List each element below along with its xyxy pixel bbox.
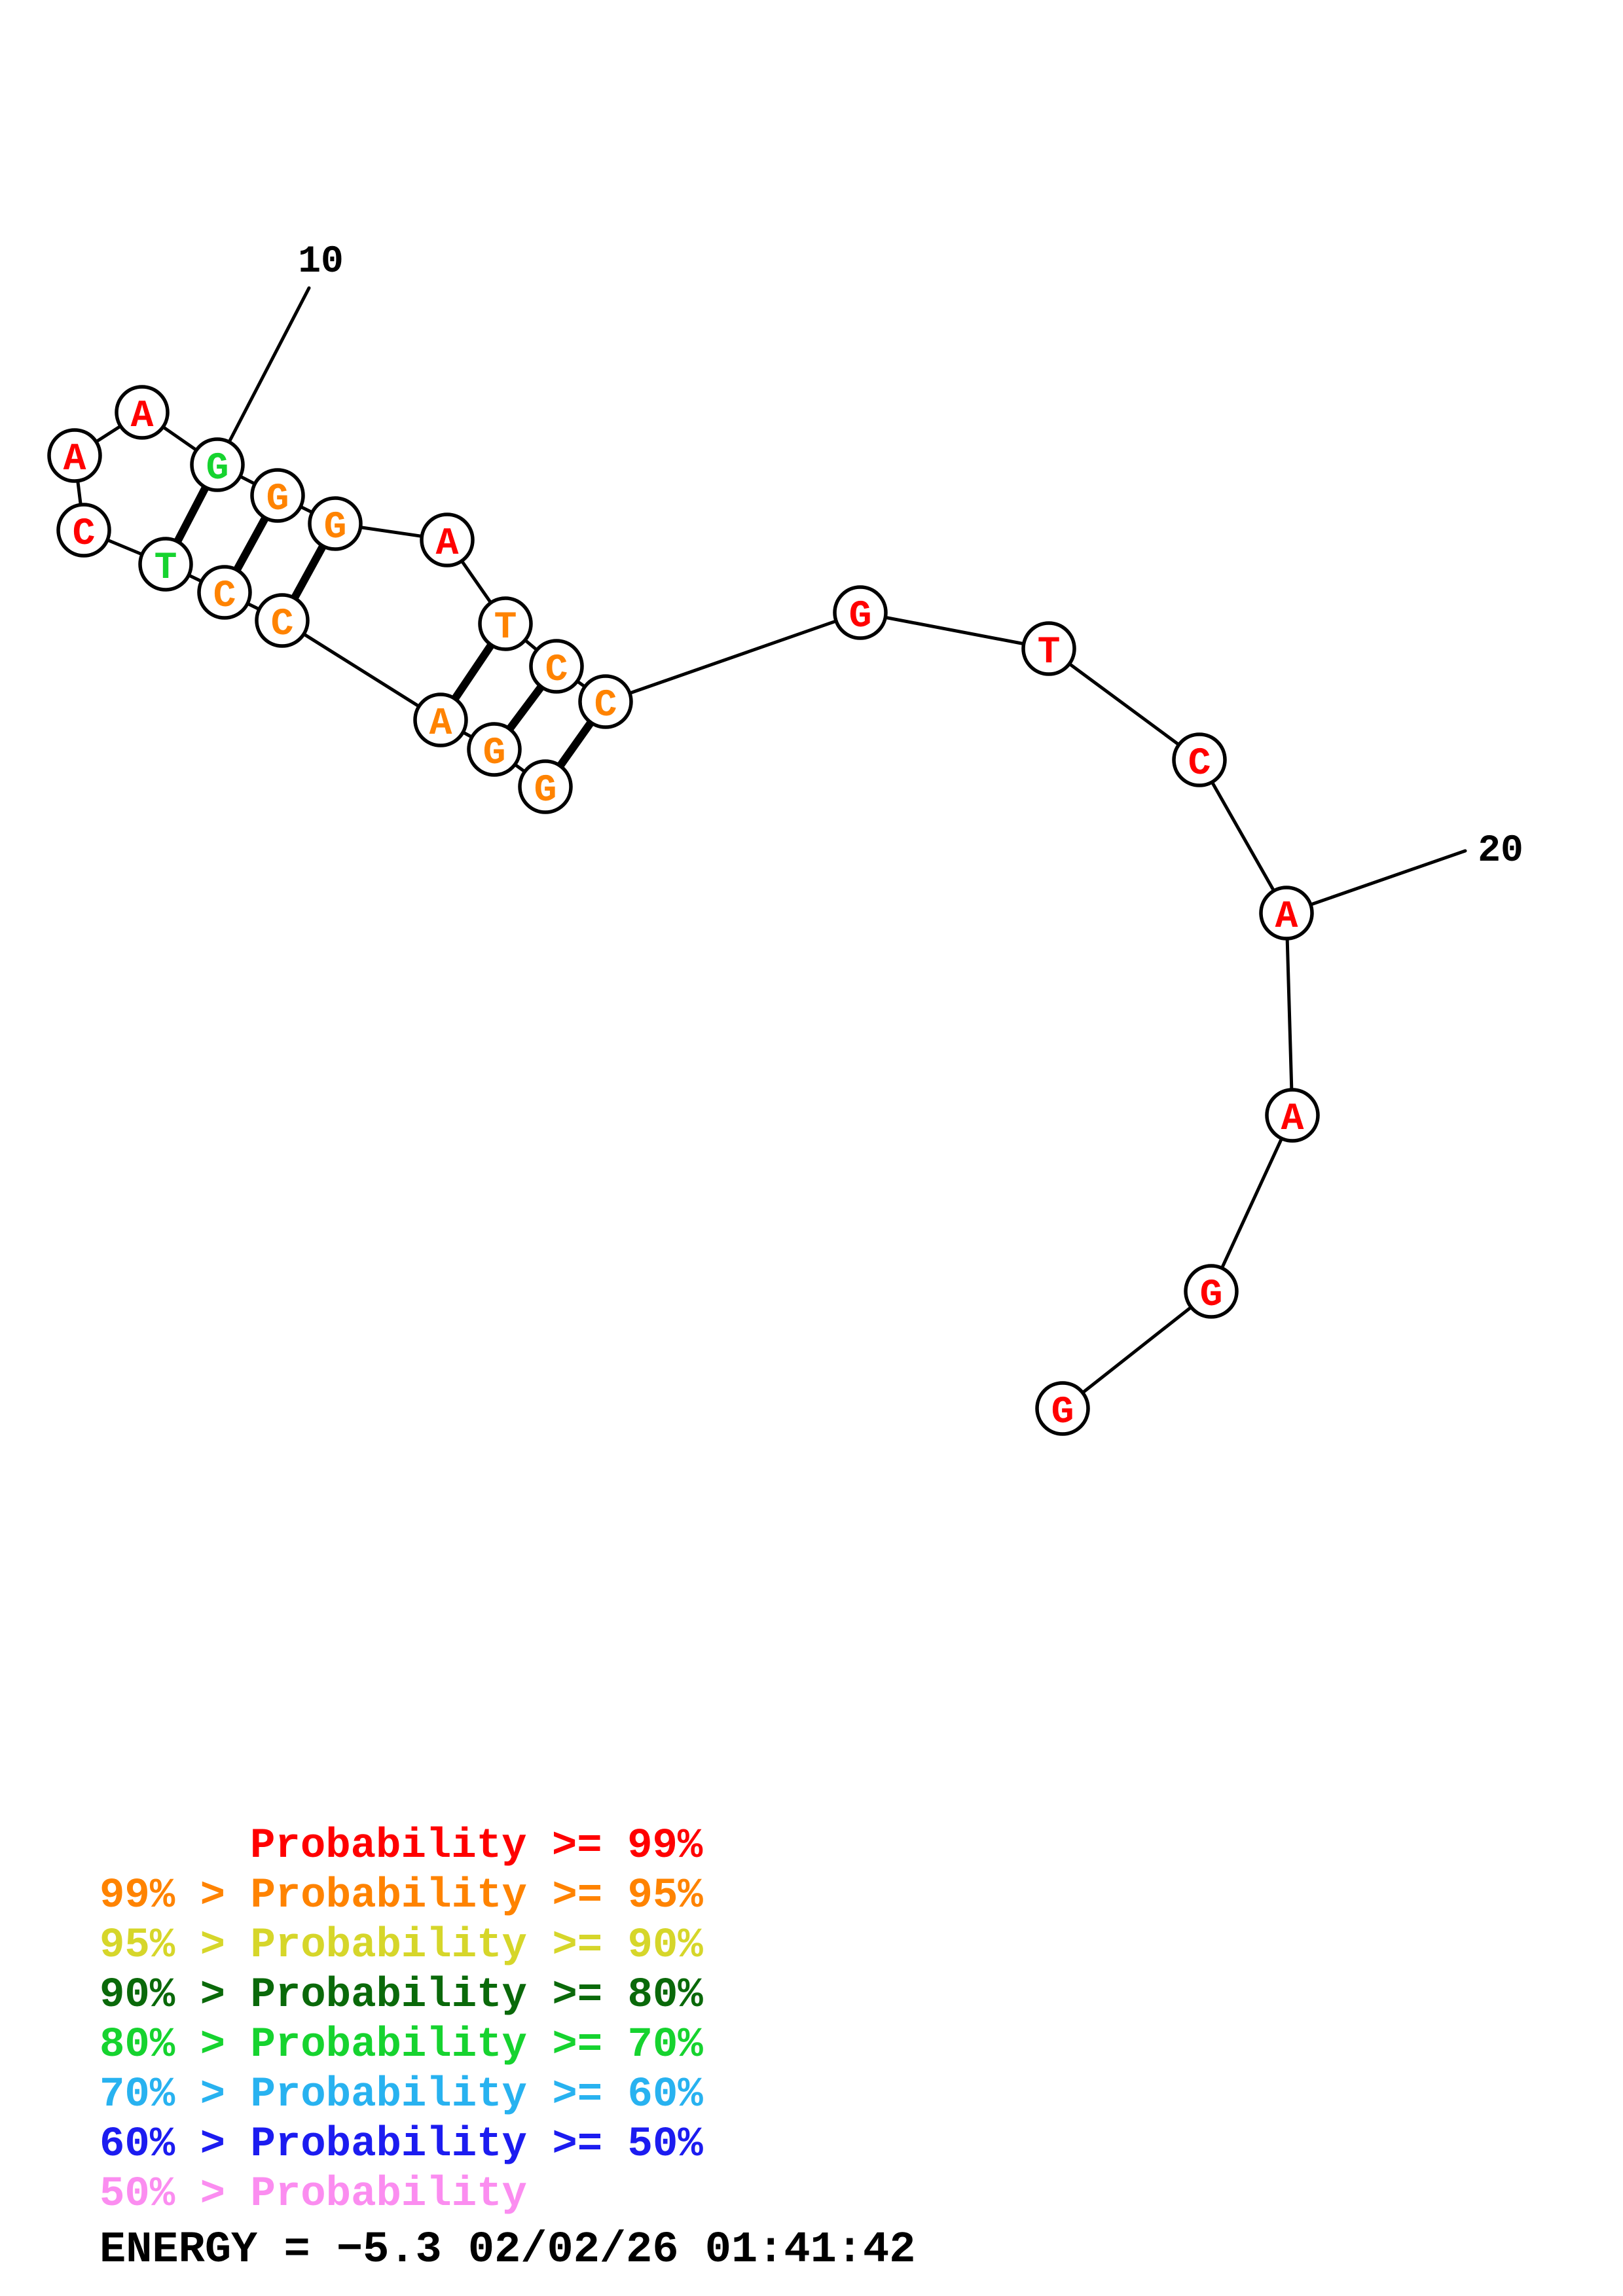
nucleotide-base-21: A [1281,1098,1304,1141]
backbone-bond-20-21 [1285,911,1294,1117]
nucleotide-node-19: C [1172,732,1227,787]
nucleotide-base-18: T [1038,632,1061,674]
nucleotide-base-9: A [131,395,154,438]
backbone-bond-19-20 [1197,758,1288,915]
nucleotide-node-20: A [1259,886,1314,941]
nucleotide-circle-21 [1265,1088,1320,1143]
nucleotide-node-22: G [1184,1264,1239,1319]
position-labels: 10 20 [298,241,1523,872]
nucleotide-circle-7 [56,503,111,558]
nucleotide-circle-11 [250,468,305,523]
nucleotide-node-10: G [190,437,245,492]
nucleotide-node-8: A [47,428,102,483]
nucleotide-node-17: G [833,585,888,640]
position-label-10: 10 [298,241,344,283]
nucleotide-node-1: G [518,759,573,814]
tick-line-20 [1285,849,1467,915]
nucleotide-circle-19 [1172,732,1227,787]
nucleotide-node-6: T [138,537,193,592]
legend-row-p99: Probability >= 99% [250,1823,703,1870]
nucleotide-base-19: C [1188,743,1211,785]
nucleotide-circle-10 [190,437,245,492]
legend-row-lt50: 50% > Probability [100,2171,527,2218]
nucleotide-base-17: G [849,596,872,638]
nucleotide-base-11: G [266,478,289,521]
nucleotide-node-2: G [467,722,522,777]
nucleotide-circle-17 [833,585,888,640]
nucleotide-base-10: G [206,448,229,490]
backbone-bond-16-17 [604,611,862,704]
legend-row-p50: 60% > Probability >= 50% [100,2121,703,2168]
nucleotide-circle-23 [1035,1381,1090,1436]
nucleotide-node-4: C [255,593,310,648]
tick-line-10 [215,286,311,467]
nucleotide-node-9: A [115,385,170,440]
nucleotide-base-4: C [271,603,294,646]
nucleotide-base-14: T [494,607,517,649]
nucleotide-node-5: C [197,565,252,620]
basepair-bonds [162,463,609,789]
nucleotide-base-20: A [1275,896,1298,939]
nucleotide-node-15: C [529,639,584,694]
nucleotide-node-11: G [250,468,305,523]
nucleotide-base-13: A [436,523,459,565]
nucleotide-circle-15 [529,639,584,694]
position-tick-lines [215,286,1467,915]
nucleotide-circle-3 [413,692,468,747]
nucleotide-circle-9 [115,385,170,440]
nucleotide-circle-1 [518,759,573,814]
backbone-bond-22-23 [1061,1289,1213,1410]
nucleotide-circle-13 [420,512,475,567]
nucleotide-circle-20 [1259,886,1314,941]
backbone-bonds [73,410,1294,1410]
nucleotide-node-3: A [413,692,468,747]
nucleotide-base-15: C [545,649,568,692]
legend-row-p80: 90% > Probability >= 80% [100,1972,703,2019]
nucleotide-circle-12 [308,496,363,551]
nucleotide-base-23: G [1051,1391,1074,1434]
nucleotide-base-7: C [73,513,96,556]
nucleotide-node-18: T [1021,621,1076,676]
nucleotide-node-16: C [578,674,633,729]
nucleotide-circle-4 [255,593,310,648]
backbone-bond-3-4 [280,619,443,722]
nucleotide-base-5: C [213,575,236,618]
nucleotide-circle-14 [478,596,533,651]
legend-row-p95: 99% > Probability >= 95% [100,1873,703,1920]
nucleotide-base-12: G [324,507,347,549]
nucleotide-base-2: G [483,732,506,775]
legend-row-p90: 95% > Probability >= 90% [100,1922,703,1969]
nucleotide-base-1: G [534,770,557,812]
nucleotide-base-6: T [155,547,177,590]
nucleotide-base-16: C [594,685,617,727]
probability-legend: Probability >= 99% 99% > Probability >= … [100,1823,703,2218]
nucleotide-circle-8 [47,428,102,483]
backbone-bond-18-19 [1047,647,1201,762]
nucleotide-circle-16 [578,674,633,729]
legend-row-p70: 80% > Probability >= 70% [100,2022,703,2069]
nucleotide-base-22: G [1200,1274,1223,1317]
nucleotide-node-14: T [478,596,533,651]
nucleotide-circle-2 [467,722,522,777]
nucleotide-base-8: A [64,439,86,481]
nucleotide-node-13: A [420,512,475,567]
nucleotide-node-7: C [56,503,111,558]
legend-row-p60: 70% > Probability >= 60% [100,2072,703,2119]
position-label-20: 20 [1478,830,1523,872]
energy-timestamp-text: ENERGY = −5.3 02/02/26 01:41:42 [100,2225,915,2275]
nucleotide-node-23: G [1035,1381,1090,1436]
nucleotide-circle-22 [1184,1264,1239,1319]
nucleotide-node-12: G [308,496,363,551]
nucleotide-circle-6 [138,537,193,592]
nucleotide-node-21: A [1265,1088,1320,1143]
backbone-bond-17-18 [858,611,1051,651]
nucleotide-base-3: A [429,703,452,745]
nucleotide-circle-18 [1021,621,1076,676]
nucleotide-circle-5 [197,565,252,620]
backbone-bond-21-22 [1209,1113,1294,1293]
